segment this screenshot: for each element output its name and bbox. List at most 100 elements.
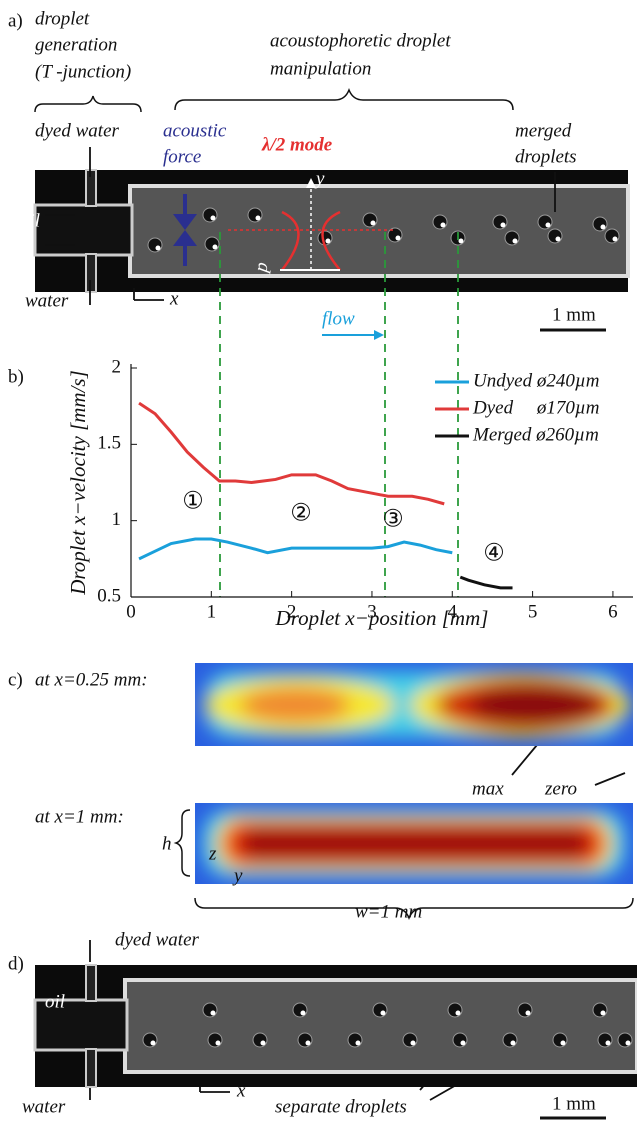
droplet — [597, 1032, 613, 1048]
droplet — [617, 1032, 633, 1048]
droplet — [247, 207, 263, 223]
annotation: ④ — [483, 541, 505, 567]
droplet-glint — [410, 1040, 416, 1046]
x-tick-label: 3 — [367, 601, 377, 622]
panel-label: d) — [8, 953, 24, 974]
scale-label: 1 mm — [552, 304, 596, 325]
x-tick-label: 0 — [126, 601, 136, 622]
droplet — [207, 1032, 223, 1048]
y-tick-label: 1 — [112, 509, 122, 530]
annotation: ③ — [382, 507, 404, 533]
droplet-glint — [525, 1010, 531, 1016]
droplet-glint — [325, 238, 331, 244]
x-tick-label: 1 — [207, 601, 217, 622]
droplet — [537, 214, 553, 230]
label: at x=0.25 mm: — [35, 669, 148, 690]
label: w=1 mm — [355, 901, 422, 922]
droplet-glint — [305, 1040, 311, 1046]
y-tick-label: 2 — [112, 356, 122, 377]
droplet — [447, 1002, 463, 1018]
y-tick-label: 1.5 — [97, 433, 121, 454]
droplet — [502, 1032, 518, 1048]
droplet-glint — [370, 220, 376, 226]
droplet-glint — [460, 1040, 466, 1046]
label: y — [232, 865, 243, 886]
label: y — [314, 168, 325, 189]
label: flow — [322, 308, 355, 329]
label: at x=1 mm: — [35, 806, 124, 827]
droplet — [504, 230, 520, 246]
droplet-glint — [395, 235, 401, 241]
droplet-glint — [500, 222, 506, 228]
droplet-glint — [625, 1040, 631, 1046]
droplet-glint — [212, 244, 218, 250]
label: λ/2 mode — [261, 134, 333, 155]
series-line — [459, 575, 513, 590]
droplet-glint — [560, 1040, 566, 1046]
series-line — [138, 537, 453, 561]
droplet — [252, 1032, 268, 1048]
panel-label: c) — [8, 669, 23, 690]
label: (T -junction) — [35, 61, 131, 82]
droplet — [492, 214, 508, 230]
droplet-glint — [210, 215, 216, 221]
x-tick-label: 2 — [287, 601, 297, 622]
droplet-glint — [355, 1040, 361, 1046]
label: zero — [544, 778, 577, 799]
droplet-glint — [612, 236, 618, 242]
droplet-glint — [605, 1040, 611, 1046]
label: p — [250, 261, 273, 276]
label: x — [169, 288, 179, 309]
label: dyed water — [35, 120, 120, 141]
x-tick-label: 5 — [528, 601, 538, 622]
droplet — [517, 1002, 533, 1018]
panel-label: b) — [8, 366, 24, 387]
droplet-glint — [300, 1010, 306, 1016]
label: acoustophoretic droplet — [270, 30, 451, 51]
micrograph-d — [33, 964, 637, 1088]
droplet — [552, 1032, 568, 1048]
droplet-glint — [510, 1040, 516, 1046]
droplet — [452, 1032, 468, 1048]
droplet — [372, 1002, 388, 1018]
droplet-glint — [455, 1010, 461, 1016]
micrograph-a — [33, 169, 630, 293]
series-line — [138, 401, 445, 506]
braces — [34, 87, 634, 921]
arrows — [45, 147, 626, 1101]
droplet-glint — [215, 1040, 221, 1046]
y-tick-label: 0.5 — [97, 585, 121, 606]
droplet-glint — [555, 236, 561, 242]
droplet — [604, 228, 620, 244]
y-axis-title: Droplet x−velocity [mm/s] — [66, 370, 90, 596]
droplet-glint — [440, 222, 446, 228]
legend-label: Merged ø260µm — [472, 424, 599, 445]
droplet — [147, 237, 163, 253]
label: droplet — [35, 8, 90, 29]
droplet — [592, 216, 608, 232]
label: acoustic — [163, 120, 227, 141]
droplet-glint — [260, 1040, 266, 1046]
label: max — [472, 778, 504, 799]
heatmap-x1 — [195, 803, 633, 884]
droplet-glint — [210, 1010, 216, 1016]
droplet-glint — [150, 1040, 156, 1046]
scale-label: 1 mm — [552, 1093, 596, 1114]
droplet-glint — [255, 215, 261, 221]
droplet-glint — [545, 222, 551, 228]
label: separate droplets — [275, 1096, 407, 1117]
legend-label: Dyed ø170µm — [472, 397, 600, 418]
label: manipulation — [270, 58, 371, 79]
droplet-glint — [458, 238, 464, 244]
droplet — [592, 1002, 608, 1018]
droplet — [432, 214, 448, 230]
droplet — [292, 1002, 308, 1018]
label: x — [236, 1080, 246, 1101]
annotation: ② — [290, 501, 312, 527]
droplet — [402, 1032, 418, 1048]
guide-lines — [219, 232, 459, 597]
droplet — [142, 1032, 158, 1048]
label: merged — [515, 120, 572, 141]
